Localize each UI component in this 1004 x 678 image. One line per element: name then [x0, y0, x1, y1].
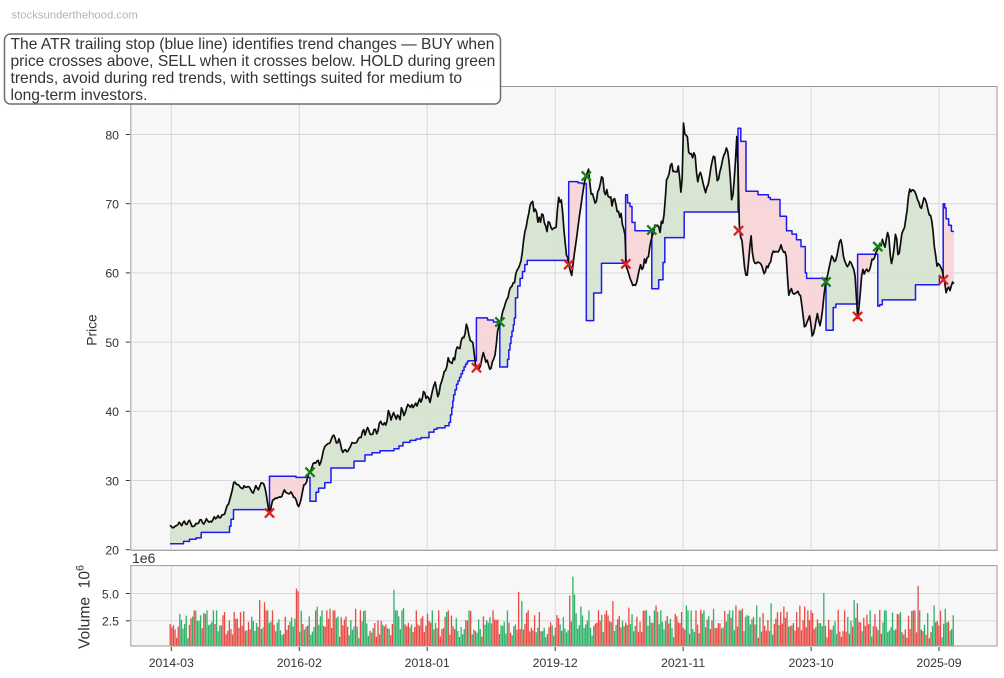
svg-text:1e6: 1e6	[132, 550, 156, 566]
svg-text:Price: Price	[85, 314, 100, 346]
svg-text:2021-11: 2021-11	[661, 656, 705, 670]
svg-text:2018-01: 2018-01	[405, 656, 450, 670]
svg-text:80: 80	[105, 128, 119, 142]
svg-text:long-term investors.: long-term investors.	[11, 87, 148, 104]
svg-text:trends, avoid during red trend: trends, avoid during red trends, with se…	[11, 70, 463, 87]
svg-text:price crosses above, SELL when: price crosses above, SELL when it crosse…	[11, 53, 496, 70]
svg-text:2025-09: 2025-09	[916, 656, 961, 670]
svg-text:The ATR trailing stop (blue li: The ATR trailing stop (blue line) identi…	[11, 36, 495, 53]
svg-text:50: 50	[105, 336, 119, 350]
svg-text:70: 70	[105, 198, 119, 212]
svg-text:2014-03: 2014-03	[149, 656, 194, 670]
svg-text:2019-12: 2019-12	[533, 656, 578, 670]
svg-text:5.0: 5.0	[102, 587, 119, 601]
svg-text:2016-02: 2016-02	[277, 656, 322, 670]
svg-text:30: 30	[105, 474, 119, 488]
svg-text:stocksunderthehood.com: stocksunderthehood.com	[12, 10, 138, 22]
svg-text:2023-10: 2023-10	[789, 656, 834, 670]
svg-text:2.5: 2.5	[102, 615, 119, 629]
svg-text:Volume 106: Volume 106	[75, 565, 94, 649]
svg-text:20: 20	[105, 544, 119, 558]
svg-text:60: 60	[105, 267, 119, 281]
svg-text:40: 40	[105, 405, 119, 419]
